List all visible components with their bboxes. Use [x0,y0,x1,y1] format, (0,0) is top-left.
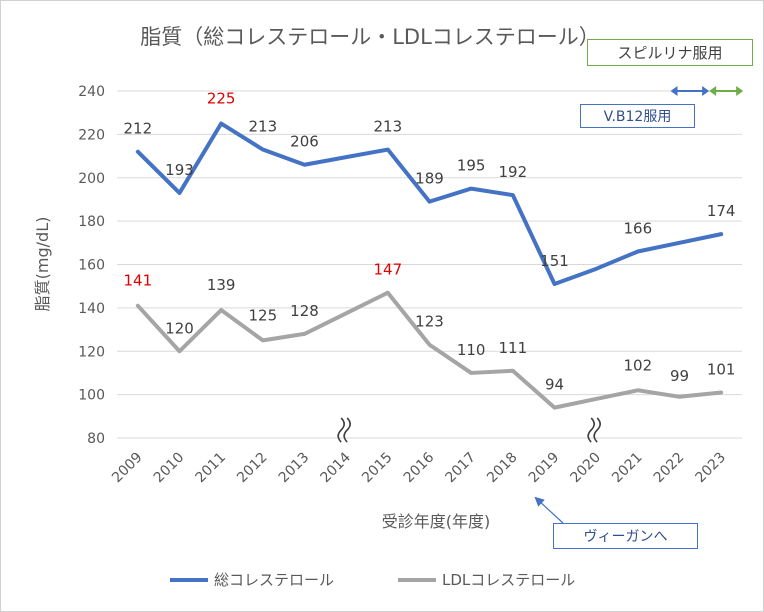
data-label: 139 [207,276,236,294]
x-tick-label: 2011 [192,450,229,487]
data-label: 213 [374,118,403,136]
x-axis-ticks: 2009 2010 2011 2012 2013 2014 2015 2016 2017 2018… [109,449,729,486]
x-tick-label: 2018 [484,450,521,487]
data-label: 166 [624,219,653,237]
data-label: 110 [457,341,486,359]
data-labels: 212 193 225 213 206 213 189 195 192 151 166 174 141 1… [124,90,736,394]
y-tick-label: 140 [78,301,105,317]
data-label: 99 [670,367,689,385]
x-tick-label: 2017 [442,450,479,487]
series-line-ldl [135,290,724,410]
data-label: 193 [165,161,194,179]
y-tick-label: 200 [78,171,105,187]
legend-label-ldl: LDLコレステロール [442,571,575,589]
vb12-annotation: V.B12服用 [580,104,695,128]
x-tick-label: 2010 [151,450,188,487]
data-label: 206 [290,133,319,151]
x-tick-label: 2023 [692,450,729,487]
data-label: 111 [499,339,528,357]
y-tick-label: 180 [78,214,105,230]
chart-title: 脂質（総コレステロール・LDLコレステロール） [140,25,600,49]
data-label: 212 [124,120,153,138]
x-tick-label: 2012 [234,450,271,487]
data-label: 101 [707,360,736,378]
data-label: 147 [374,261,403,279]
x-tick-label: 2020 [567,450,604,487]
data-label: 192 [499,163,528,181]
x-axis-title: 受診年度(年度) [382,512,491,531]
vb12-period-arrow-head-left [670,86,678,96]
data-label: 141 [124,272,153,290]
legend: 総コレステロール LDLコレステロール [170,571,575,589]
data-label: 151 [540,252,569,270]
y-tick-label: 160 [78,258,105,274]
vb12-period-arrow-head-right [702,86,710,96]
y-axis-ticks: 80 100 120 140 160 180 200 220 240 [78,84,105,447]
x-tick-label: 2021 [609,450,646,487]
y-axis-title: 脂質(mg/dL) [33,217,52,312]
series-layer [135,121,724,410]
data-label: 123 [415,313,444,331]
y-tick-label: 220 [78,127,105,143]
data-label: 189 [415,170,444,188]
x-tick-label: 2014 [317,449,354,486]
axis-break-mark [587,417,595,443]
spirulina-period-arrow-head-right [736,86,744,96]
axis-break-marks [337,417,601,443]
x-tick-label: 2013 [276,450,313,487]
x-tick-label: 2022 [651,450,688,487]
gridlines [117,90,742,439]
y-tick-label: 100 [78,388,105,404]
data-label: 94 [545,376,564,394]
x-tick-label: 2009 [109,450,146,487]
axis-break-mark [343,417,351,443]
x-tick-label: 2015 [359,450,396,487]
vegan-annotation: ヴィーガンへ [553,523,698,549]
spirulina-period-arrow-head-left [709,86,717,96]
axis-break-mark [337,417,345,443]
x-tick-label: 2016 [401,449,438,486]
period-arrows [670,86,744,96]
spirulina-annotation: スピルリナ服用 [587,39,753,66]
data-label: 128 [290,302,319,320]
data-label: 225 [207,90,236,108]
data-label: 120 [165,319,194,337]
y-tick-label: 80 [87,431,105,447]
legend-label-total: 総コレステロール [214,571,334,589]
axis-break-mark [593,417,601,443]
x-tick-label: 2019 [526,450,563,487]
data-label: 125 [249,306,278,324]
series-line-total [135,121,724,287]
data-label: 195 [457,157,486,175]
data-label: 102 [624,356,653,374]
y-tick-label: 240 [78,84,105,100]
data-label: 174 [707,202,736,220]
y-tick-label: 120 [78,344,105,360]
data-label: 213 [249,118,278,136]
